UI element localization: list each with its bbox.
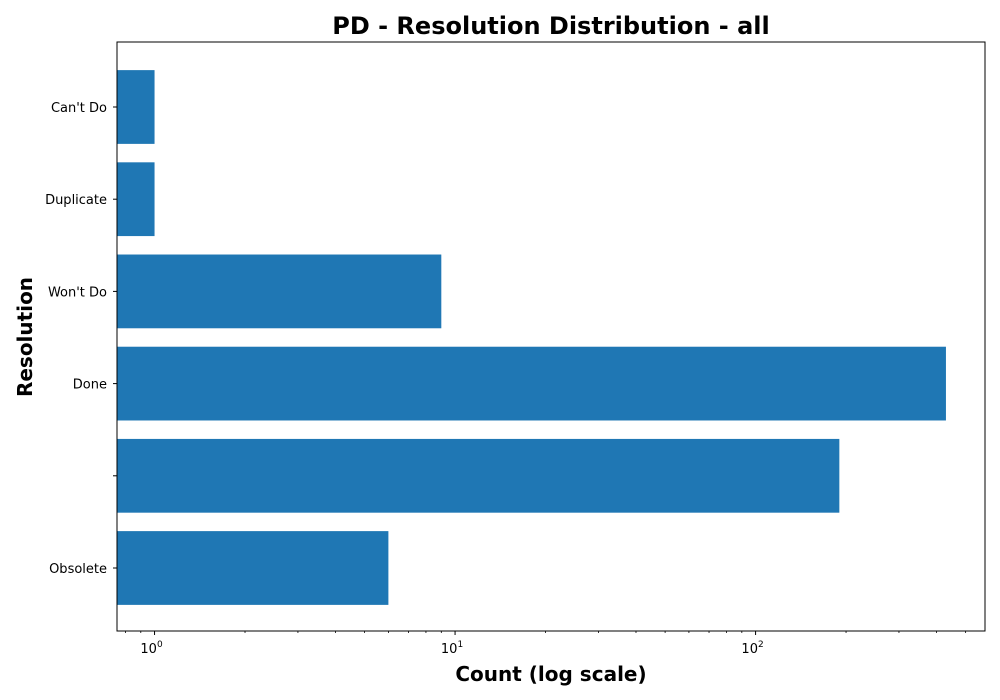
plot-frame — [116, 41, 986, 632]
y-tick-label-obsolete: Obsolete — [49, 562, 107, 577]
x-axis-label: Count (log scale) — [455, 662, 646, 686]
bar-can-t-do — [117, 70, 155, 144]
y-tick-label-won-t-do: Won't Do — [48, 285, 107, 300]
bar-obsolete — [117, 531, 389, 605]
bar-done — [117, 346, 946, 421]
bars-group — [117, 70, 946, 605]
x-tick-label: 101 — [441, 640, 463, 657]
x-tick-label: 102 — [741, 640, 763, 657]
bar-duplicate — [117, 162, 155, 237]
chart-title: PD - Resolution Distribution - all — [332, 12, 769, 40]
y-tick-label-can-t-do: Can't Do — [51, 101, 107, 116]
bar-won-t-do — [117, 254, 442, 329]
y-tick-label-done: Done — [73, 378, 107, 393]
y-axis-ticks: Can't Do Duplicate Won't Do Done Obsolete — [45, 101, 117, 577]
x-axis-ticks: 100 101 102 — [125, 631, 967, 657]
bar-blank — [117, 438, 840, 513]
y-tick-label-duplicate: Duplicate — [45, 193, 107, 208]
y-axis-label: Resolution — [13, 277, 37, 397]
x-tick-label: 100 — [140, 640, 163, 657]
